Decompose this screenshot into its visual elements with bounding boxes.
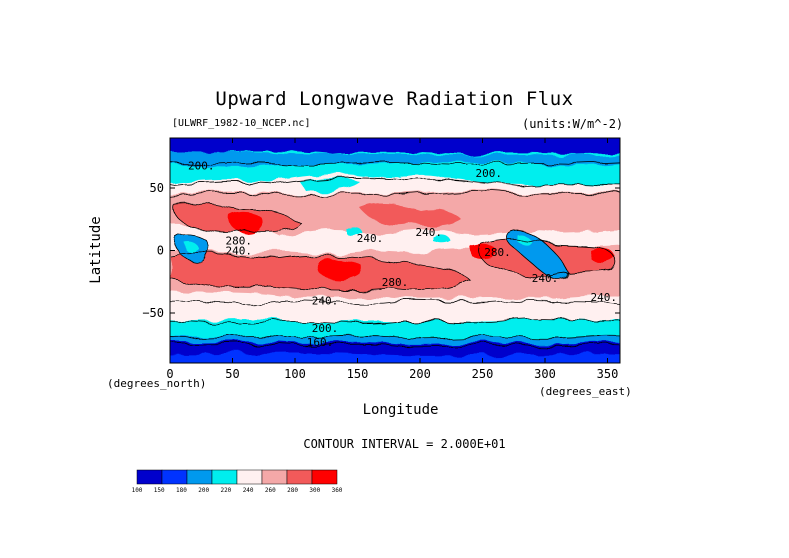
island-africa-core [184, 241, 200, 253]
x-tick-label: 250 [472, 367, 494, 381]
band-north-high [170, 150, 620, 168]
contour-label: 160. [307, 336, 334, 349]
contour-line [171, 202, 301, 233]
colorbar-swatch [161, 469, 188, 485]
colorbar-tick-label: 200 [198, 487, 209, 494]
colorbar-tick-label: 260 [265, 487, 276, 494]
units-label: (units:W/m^-2) [522, 117, 624, 131]
y-tick-label: −50 [142, 306, 164, 320]
island-america-core [516, 233, 532, 245]
contour-label: 240. [532, 272, 559, 285]
contour-line [174, 234, 210, 263]
x-tick-label: 150 [347, 367, 369, 381]
contour-line [170, 318, 620, 324]
y-tick-label: 50 [150, 181, 164, 195]
contour-label: 240. [591, 291, 618, 304]
heatmap-field: 200.200.280.240.240. 240.280.240.280.240.… [170, 138, 620, 363]
band-south-deep [170, 352, 620, 363]
chart-title: Upward Longwave Radiation Flux [215, 88, 574, 110]
contour-label: 280. [226, 235, 253, 248]
contour-label: 200. [188, 160, 215, 173]
contour-label: 280. [484, 246, 511, 259]
colorbar-swatch [211, 469, 238, 485]
x-tick-label: 100 [284, 367, 306, 381]
band-south-white [170, 290, 620, 324]
contour-interval-text: CONTOUR INTERVAL = 2.000E+01 [303, 437, 506, 451]
patch-north-blue [560, 153, 605, 165]
colorbar-tick-label: 240 [243, 487, 254, 494]
colorbar-swatch [311, 469, 338, 485]
contour-label: 240. [416, 226, 443, 239]
colorbar-tick-label: 150 [154, 487, 165, 494]
contour-label: 280. [382, 276, 409, 289]
colorbar-swatch [236, 469, 263, 485]
x-unit-label: (degrees_east) [539, 385, 632, 398]
band-north-polar [170, 138, 620, 155]
x-tick-label: 350 [597, 367, 619, 381]
contour-line [170, 343, 620, 348]
x-tick-label: 50 [225, 367, 239, 381]
contour-line [170, 299, 620, 305]
y-unit-label: (degrees_north) [107, 377, 207, 390]
colorbar-tick-label: 180 [176, 487, 187, 494]
x-tick-label: 200 [409, 367, 431, 381]
patch-tropic-cyan-2 [432, 233, 450, 243]
colorbar-tick-label: 280 [287, 487, 298, 494]
core-atlantic-north [360, 203, 462, 227]
contour-lines [170, 161, 620, 348]
contour-label: 200. [476, 167, 503, 180]
contour-line [170, 161, 620, 166]
contour-label: 240. [226, 245, 253, 258]
contour-line [170, 253, 471, 291]
colorbar-swatch [186, 469, 213, 485]
colorbar-swatch [261, 469, 288, 485]
colorbar-swatch [286, 469, 313, 485]
colorbar-tick-label: 360 [332, 487, 343, 494]
core-red-1 [229, 212, 264, 234]
contour-line [477, 238, 617, 277]
colorbar-tick-label: 100 [132, 487, 143, 494]
contour-line [170, 335, 620, 340]
contour-label: 200. [312, 322, 339, 335]
contour-line [505, 229, 569, 280]
x-tick-label: 300 [534, 367, 556, 381]
x-axis-label: Longitude [362, 402, 439, 418]
contour-line [170, 189, 620, 198]
patch-north-cyan [300, 177, 360, 191]
chart-subtitle: [ULWRF_1982-10_NCEP.nc] [172, 118, 311, 129]
core-red-3 [317, 258, 363, 280]
patch-north-pink [400, 173, 450, 186]
x-tick-label: 0 [166, 367, 173, 381]
contour-line [170, 177, 620, 187]
contour-label: 240. [357, 232, 384, 245]
contour-label: 240. [312, 295, 339, 308]
colorbar-tick-label: 220 [220, 487, 231, 494]
y-tick-label: 0 [157, 244, 164, 258]
band-south-cyan [170, 318, 620, 340]
colorbar-swatch [136, 469, 163, 485]
patch-tropic-cyan [345, 225, 362, 235]
core-red-4 [470, 244, 498, 259]
colorbar-tick-label: 300 [309, 487, 320, 494]
